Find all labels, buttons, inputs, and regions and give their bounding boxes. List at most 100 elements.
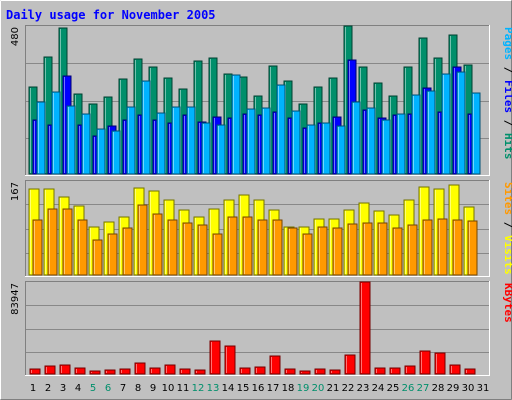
bar-sites <box>467 220 478 276</box>
x-tick-label: 25 <box>387 383 400 394</box>
bar-sites <box>107 233 118 276</box>
bar-sites <box>227 216 238 276</box>
bar-kbytes <box>209 340 221 375</box>
bar-pages <box>81 113 91 175</box>
x-tick-label: 3 <box>60 383 66 394</box>
bar-pages <box>186 106 196 175</box>
x-tick-label: 21 <box>327 383 340 394</box>
bar-sites <box>377 222 388 276</box>
x-tick-label: 1 <box>30 383 36 394</box>
bar-kbytes <box>299 370 311 375</box>
x-tick-label: 10 <box>162 383 175 394</box>
x-tick-label: 29 <box>447 383 460 394</box>
bar-sites <box>32 219 43 276</box>
x-tick-label: 28 <box>432 383 445 394</box>
bar-kbytes <box>254 366 266 375</box>
bar-kbytes <box>179 368 191 375</box>
bar-sites <box>257 219 268 276</box>
bar-sites <box>287 227 298 276</box>
bar-sites <box>452 219 463 276</box>
bar-pages <box>471 92 481 175</box>
bar-kbytes <box>464 368 476 375</box>
bar-sites <box>437 218 448 276</box>
x-tick-label: 8 <box>135 383 141 394</box>
panel-requests: 480 Pages / Files / Hits <box>10 25 512 176</box>
bar-kbytes <box>419 350 431 375</box>
bar-pages <box>351 101 361 175</box>
bar-pages <box>426 90 436 175</box>
bar-sites <box>212 233 223 276</box>
bar-kbytes <box>284 368 296 375</box>
series-kbytes-kbytes <box>29 281 476 375</box>
x-tick-label: 4 <box>75 383 81 394</box>
x-tick-label: 19 <box>297 383 310 394</box>
bar-pages <box>306 124 316 175</box>
x-tick-label: 13 <box>207 383 220 394</box>
bar-sites <box>347 223 358 276</box>
legend-part: Hits <box>502 133 512 160</box>
bar-pages <box>126 106 136 175</box>
bar-sites <box>197 224 208 276</box>
x-tick-label: 2 <box>45 383 51 394</box>
x-tick-label: 18 <box>282 383 295 394</box>
bar-sites <box>62 208 73 276</box>
bar-kbytes <box>389 367 401 375</box>
bar-kbytes <box>314 368 326 375</box>
bar-kbytes <box>29 368 41 375</box>
bar-sites <box>182 222 193 276</box>
series-visits-sites <box>32 204 478 276</box>
x-tick-label: 22 <box>342 383 355 394</box>
panel-visits: 167 Sites / Visits <box>10 180 512 277</box>
bar-sites <box>92 239 103 276</box>
bar-pages <box>336 125 346 175</box>
bar-pages <box>411 94 421 175</box>
bar-kbytes <box>374 367 386 375</box>
x-tick-label: 7 <box>120 383 126 394</box>
bar-pages <box>231 74 241 175</box>
bar-sites <box>77 219 88 276</box>
legend-part: / <box>502 60 512 80</box>
legend-part: Files <box>502 80 512 113</box>
bar-kbytes <box>224 345 236 375</box>
bar-sites <box>137 204 148 276</box>
bar-kbytes <box>59 364 71 375</box>
x-tick-label: 9 <box>150 383 156 394</box>
x-tick-label: 31 <box>477 383 490 394</box>
bar-sites <box>167 219 178 276</box>
bar-pages <box>36 101 46 175</box>
x-tick-label: 24 <box>372 383 385 394</box>
bar-sites <box>362 222 373 276</box>
bar-pages <box>111 130 121 175</box>
bar-pages <box>261 107 271 175</box>
series-requests-pages <box>36 71 481 175</box>
bar-kbytes <box>239 367 251 375</box>
bar-sites <box>332 227 343 276</box>
legend-label-visits: Sites / Visits <box>502 182 512 275</box>
x-tick-label: 26 <box>402 383 415 394</box>
x-tick-label: 27 <box>417 383 430 394</box>
legend-part: Pages <box>502 27 512 60</box>
panels-layer: 480 Pages / Files / Hits 167 Sites / Visits… <box>10 25 512 376</box>
legend-label-kbytes: KBytes <box>502 283 512 323</box>
chart-title: Daily usage for November 2005 <box>6 8 216 22</box>
legend-part: / <box>502 215 512 235</box>
legend-label-requests: Pages / Files / Hits <box>502 27 512 160</box>
bar-pages <box>51 91 61 175</box>
x-tick-label: 6 <box>105 383 111 394</box>
x-tick-label: 16 <box>252 383 265 394</box>
bar-sites <box>407 224 418 276</box>
bar-pages <box>291 110 301 175</box>
legend-part: Sites <box>502 182 512 215</box>
bar-kbytes <box>134 362 146 375</box>
bar-pages <box>276 84 286 175</box>
x-tick-label: 5 <box>90 383 96 394</box>
bar-kbytes <box>74 367 86 375</box>
plot-area-kbytes <box>25 281 490 376</box>
bar-kbytes <box>359 281 371 375</box>
bar-kbytes <box>449 364 461 375</box>
legend-part: KBytes <box>502 283 512 323</box>
bar-pages <box>156 112 166 175</box>
bar-kbytes <box>329 369 341 375</box>
